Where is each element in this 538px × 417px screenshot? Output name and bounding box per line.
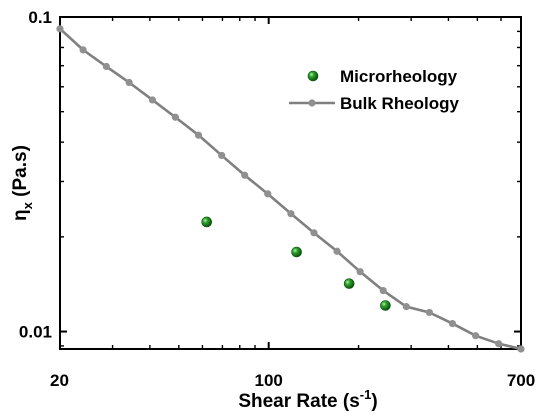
- tick-labels: 20 100 700 0.01 0.1: [19, 8, 535, 390]
- x-tick-label: 20: [50, 371, 69, 390]
- bulk-rheology-point: [264, 190, 272, 198]
- bulk-rheology-point: [379, 286, 387, 295]
- y-tick-label: 0.01: [19, 323, 52, 342]
- bulk-rheology-point: [471, 332, 480, 340]
- legend: Microrheology Bulk Rheology: [289, 67, 460, 113]
- bulk-rheology-point: [148, 96, 157, 104]
- bulk-rheology-point: [241, 171, 249, 179]
- bulk-rheology-point: [171, 113, 179, 121]
- y-axis-title: ηx (Pa.s): [10, 145, 35, 221]
- bulk-rheology-point: [218, 151, 226, 160]
- x-tick-label: 700: [507, 371, 535, 390]
- legend-label-microrheology: Microrheology: [340, 67, 458, 86]
- bulk-rheology-point: [310, 229, 318, 237]
- y-tick-label: 0.1: [28, 8, 52, 27]
- bulk-rheology-point: [102, 62, 110, 71]
- bulk-rheology-point: [425, 308, 434, 317]
- microrheology-point: [343, 278, 355, 289]
- bulk-rheology-point: [356, 268, 364, 276]
- x-axis-title: Shear Rate (s-1): [238, 387, 377, 412]
- bulk-rheology-point: [333, 247, 341, 255]
- bulk-rheology-point: [56, 25, 64, 33]
- legend-marker-microrheology: [307, 70, 319, 82]
- x-tick-label: 100: [254, 371, 282, 390]
- bulk-rheology-point: [517, 345, 525, 353]
- microrheology-point: [291, 246, 302, 258]
- axis-ticks: [59, 16, 522, 349]
- legend-label-bulk-rheology: Bulk Rheology: [340, 94, 460, 113]
- plot-frame: [59, 16, 522, 350]
- bulk-rheology-point: [448, 319, 457, 328]
- bulk-rheology-point: [125, 78, 133, 87]
- bulk-rheology-point: [287, 210, 295, 218]
- microrheology-point: [380, 300, 391, 311]
- bulk-rheology-point: [495, 340, 503, 348]
- bulk-rheology-point: [79, 46, 87, 54]
- series-layer: [56, 25, 525, 353]
- microrheology-point: [201, 216, 213, 228]
- bulk-rheology-point: [402, 303, 410, 311]
- bulk-rheology-point: [194, 131, 203, 139]
- legend-marker-bulk-rheology: [308, 99, 316, 107]
